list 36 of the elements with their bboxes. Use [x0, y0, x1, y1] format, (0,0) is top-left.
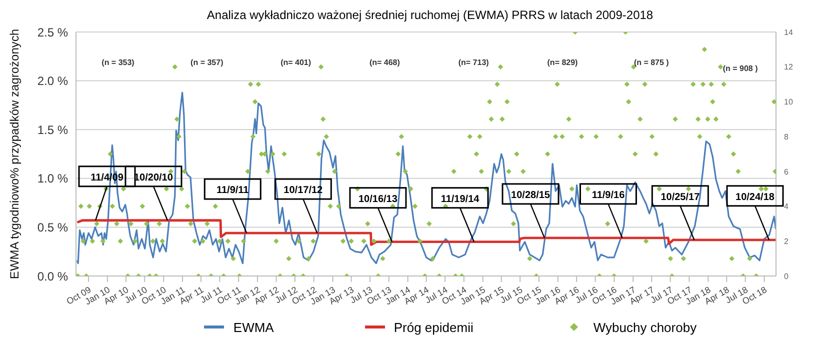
y2-tick-label: 0 [784, 272, 789, 281]
annotation: 10/20/10 [134, 172, 174, 184]
annotation: 11/9/16 [592, 190, 626, 201]
legend-label: Próg epidemii [394, 320, 474, 334]
line-series [76, 219, 776, 246]
annotation: (n= 401) [280, 58, 312, 67]
annotation: (n= 468) [369, 58, 400, 67]
y2-tick-label: 2 [784, 236, 789, 246]
annotation: (n= 713) [458, 58, 489, 67]
y2-tick-label: 4 [784, 202, 789, 212]
y-tick-label: 0.5 % [37, 220, 68, 234]
y2-tick-label: 12 [784, 62, 794, 72]
y-tick-label: 2.5 % [37, 25, 68, 40]
line-series [76, 92, 776, 264]
annotation: (n = 875 ) [634, 58, 669, 67]
y-tick-label: 2.0 % [37, 74, 68, 88]
y2-tick-label: 10 [784, 98, 794, 107]
y2-tick-label: 8 [784, 132, 789, 142]
y-tick-label: 1.5 % [37, 122, 68, 137]
y-tick-label: 0.0 % [37, 269, 68, 284]
y2-tick-label: 14 [784, 28, 794, 37]
annotation: (n = 353) [102, 58, 134, 67]
y-axis-title: EWMA tygodniowo% przypadków zagrożonych [7, 28, 22, 280]
annotation: 10/25/17 [660, 192, 700, 203]
chart-title: Analiza wykładniczo ważonej średniej ruchomej (EWMA) PRRS w latach 2009-2018 [206, 8, 654, 24]
annotation: (n = 908 ) [722, 64, 758, 73]
annotation: 10/16/13 [358, 194, 398, 205]
y-tick-label: 1.0 % [37, 172, 68, 186]
annotation: 11/19/14 [440, 194, 480, 205]
annotation: (n= 829) [547, 58, 578, 67]
legend-label: EWMA [233, 320, 274, 334]
annotation: (n = 357) [190, 58, 224, 67]
annotation: 10/28/15 [511, 190, 550, 201]
annotation: 10/24/18 [736, 192, 775, 203]
y2-tick-label: 6 [784, 167, 789, 176]
legend-label: Wybuchy choroby [593, 320, 697, 334]
